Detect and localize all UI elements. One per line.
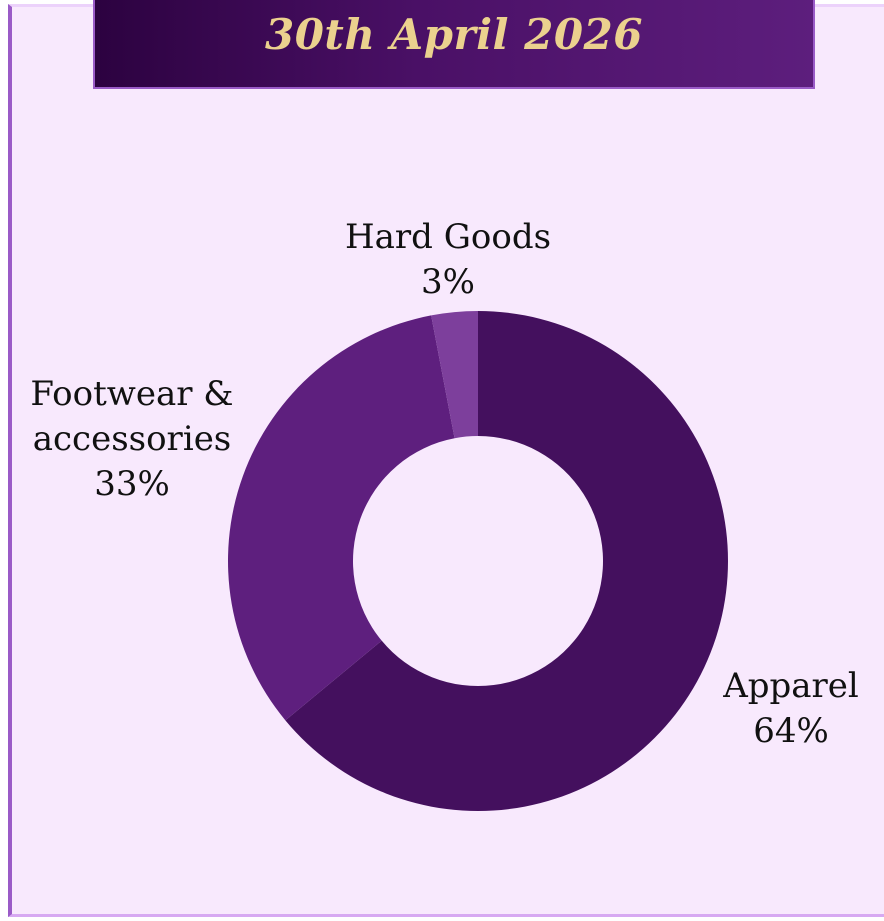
donut-slices bbox=[227, 311, 728, 811]
slice-label-name: accessories bbox=[33, 419, 232, 459]
slice-label-apparel: Apparel 64% bbox=[722, 666, 859, 751]
slice-label-hard-goods: Hard Goods 3% bbox=[345, 217, 551, 302]
slice-footwear-accessories bbox=[227, 315, 455, 721]
slice-label-percent: 64% bbox=[753, 711, 829, 751]
slice-label-name: Apparel bbox=[722, 666, 859, 706]
slice-apparel bbox=[285, 311, 728, 811]
date-banner: 30th April 2026 bbox=[93, 0, 815, 89]
slice-label-percent: 33% bbox=[94, 464, 170, 504]
slice-label-percent: 3% bbox=[421, 262, 475, 302]
slice-label-name: Hard Goods bbox=[345, 217, 551, 257]
slice-label-name: Footwear & bbox=[30, 374, 233, 414]
date-title: 30th April 2026 bbox=[264, 10, 643, 59]
slice-label-footwear-accessories: Footwear & accessories 33% bbox=[30, 374, 233, 504]
donut-labels: Apparel 64% Footwear & accessories 33% Hard G… bbox=[30, 217, 858, 751]
slice-hard-goods bbox=[431, 311, 478, 439]
